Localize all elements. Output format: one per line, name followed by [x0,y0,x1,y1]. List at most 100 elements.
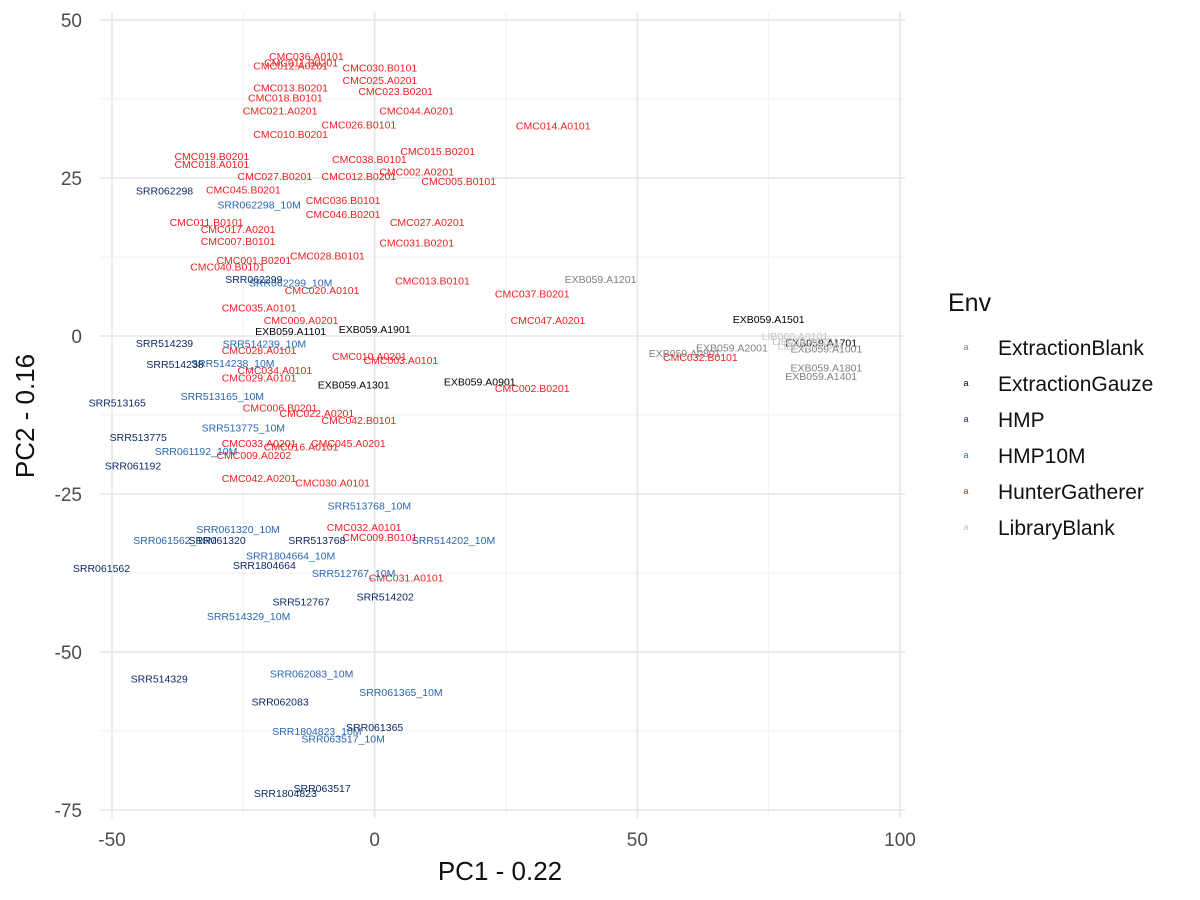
point-label: EXB059.A1901 [339,324,411,336]
y-tick-label: -50 [55,643,82,664]
point-label: SRR061562 [73,563,130,575]
point-label: CMC028.B0101 [290,251,365,263]
point-label: CMC003.A0101 [364,355,439,367]
point-label: CMC012.A0201 [253,61,328,73]
legend: Env a ExtractionBlank a ExtractionGauze a HMP… [948,289,1153,540]
point-label: SRR513775_10M [202,423,285,435]
legend-key: a [963,486,968,496]
point-label: SRR061320 [188,535,245,547]
point-label: CMC028.A0101 [222,345,297,357]
point-label: CMC038.B0101 [332,154,407,166]
point-label: CMC031.B0201 [379,237,454,249]
point-label: CMC017.A0201 [201,224,276,236]
point-label: EXB059.A0801 [649,348,721,360]
point-label: CMC022.A0201 [280,408,355,420]
point-label: EXB059.A1701 [785,337,857,349]
legend-entry-label: HMP10M [998,445,1086,468]
point-label: SRR514238_10M [191,358,274,370]
point-label: CMC001.B0201 [216,255,291,267]
point-label: CMC011.B0101 [170,217,244,229]
point-label: SRR1804664 [233,560,296,572]
point-label: SRR063517_10M [301,734,384,746]
point-label: CMC011.B0201 [264,57,338,69]
point-label: SRR062299_10M [249,277,332,289]
legend-key: a [963,378,968,388]
point-label: CMC047.A0201 [511,315,586,327]
point-label: EXB059.A1101 [255,326,326,338]
point-label: SRR061320_10M [196,524,279,536]
point-label: SRR1804664_10M [246,550,335,562]
point-label: SRR512767_10M [312,568,395,580]
point-label: SRR514329_10M [207,611,290,623]
point-label: SRR1804823_10M [272,726,361,738]
point-label: CMC025.A0201 [343,75,418,87]
point-label: CMC013.B0101 [395,275,470,287]
point-label: SRR061365_10M [359,687,442,699]
point-label: CMC034.A0101 [237,365,312,377]
x-axis-title: PC1 - 0.22 [438,856,562,886]
point-label: SRR513165 [89,397,146,409]
legend-entry-label: HunterGatherer [998,481,1144,504]
y-tick-label: -25 [55,485,82,506]
point-label: CMC002.B0201 [495,383,570,395]
point-label: CMC020.A0101 [285,285,360,297]
point-label: CMC045.B0201 [206,184,281,196]
point-label: CMC037.B0201 [495,289,570,301]
x-tick-label: 0 [369,830,380,851]
point-label: CMC016.A0101 [264,442,339,454]
legend-key: a [963,450,968,460]
point-label: CMC033.A0201 [222,438,297,450]
point-label: SRR061365 [346,722,403,734]
legend-key: a [963,522,968,532]
point-label: EXB059.A0901 [444,377,516,389]
point-label: CMC045.A0201 [311,438,386,450]
point-label: CMC042.A0201 [222,473,297,485]
point-label: EXB059.A1501 [733,314,805,326]
point-label: CMC046.B0201 [306,209,381,221]
point-label: CMC013.B0201 [253,83,328,95]
point-label: SRR513165_10M [181,391,264,403]
legend-entry-label: LibraryBlank [998,517,1115,540]
point-label: CMC010.A0201 [332,351,407,363]
point-label: CMC005.B0101 [421,176,496,188]
point-label: CMC030.A0101 [295,478,370,490]
point-label: CMC007.B0101 [201,236,276,248]
point-label: SRR062083 [251,696,308,708]
point-label: SRR062298 [136,186,193,198]
point-label: CMC030.B0101 [343,62,418,74]
point-label: CMC021.A0201 [243,105,318,117]
point-label: SRR062083_10M [270,668,353,680]
point-label: CMC026.B0101 [322,119,397,131]
point-label: SRR063517 [294,783,351,795]
legend-entry-label: ExtractionGauze [998,373,1153,396]
point-label: CMC031.A0101 [369,572,444,584]
x-tick-label: 100 [884,830,916,851]
point-label: SRR514329 [131,674,188,686]
point-label: EXB059.A2001 [696,342,768,354]
point-label: CMC036.B0101 [306,195,381,207]
point-label: SRR061192_10M [155,446,238,458]
point-label: CMC042.B0101 [322,415,397,427]
y-tick-label: 50 [61,11,82,32]
axis-ticks: -50 0 50 100 -75 -50 -25 0 25 50 [55,11,916,851]
point-label: SRR062298_10M [217,200,300,212]
point-label: SRR514238 [146,359,203,371]
point-label: LIB060.A0301 [777,340,844,352]
legend-title: Env [948,289,992,317]
legend-key: a [963,414,968,424]
point-label: CMC027.A0201 [390,217,465,229]
point-label: CMC009.B0101 [343,532,418,544]
point-label: CMC006.B0201 [243,402,318,414]
point-label: CMC029.A0101 [222,373,297,385]
point-label: CMC040.B0101 [190,261,265,273]
point-label: CMC009.A0201 [264,315,339,327]
point-label: EXB059.A1201 [565,274,637,286]
point-label: CMC002.A0201 [379,167,454,179]
y-tick-label: 0 [71,327,82,348]
point-label: EXB059.A1801 [791,363,863,375]
point-label: SRR061562_10M [133,535,216,547]
point-label: CMC015.B0201 [400,146,475,158]
point-label: SRR061192 [105,461,162,473]
point-label: SRR062299 [225,274,282,286]
